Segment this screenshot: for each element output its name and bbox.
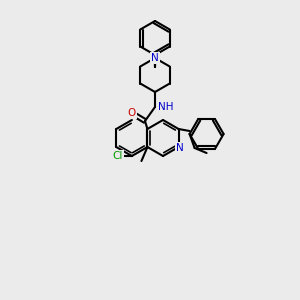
Text: N: N — [151, 53, 159, 63]
Text: O: O — [128, 108, 136, 118]
Text: NH: NH — [158, 102, 173, 112]
Text: N: N — [176, 143, 184, 153]
Text: Cl: Cl — [113, 151, 123, 161]
